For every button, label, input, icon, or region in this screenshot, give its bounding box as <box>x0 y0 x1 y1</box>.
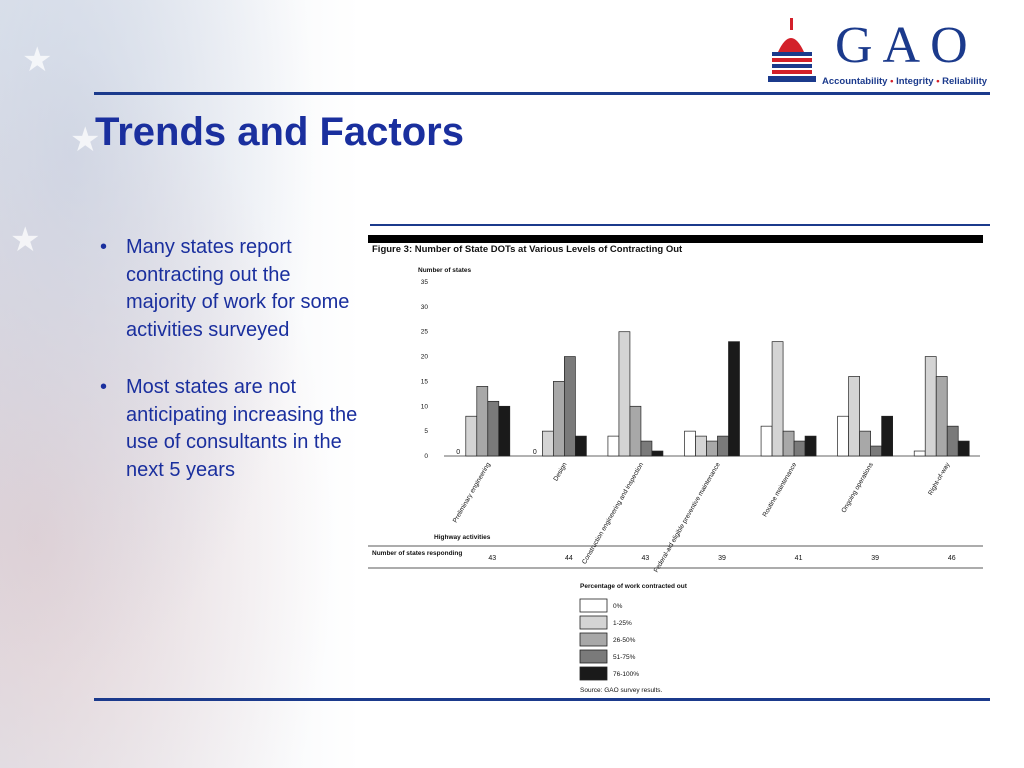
zero-label: 0 <box>533 449 537 456</box>
chart-bar <box>859 430 871 457</box>
bullet-item: • Most states are not anticipating incre… <box>100 374 370 484</box>
zero-label: 0 <box>456 449 460 456</box>
x-tick-label: Routine maintenance <box>762 461 799 518</box>
x-tick-label: Construction engineering and inspection <box>581 461 645 565</box>
chart-bar <box>542 430 554 457</box>
chart-bar <box>575 435 587 457</box>
content-top-rule <box>370 224 990 226</box>
y-tick-label: 10 <box>421 403 429 410</box>
gao-tagline: Accountability • Integrity • Reliability <box>822 76 988 87</box>
header-rule <box>94 92 990 95</box>
chart-bar <box>618 331 631 457</box>
y-tick-label: 25 <box>421 329 429 336</box>
slide-title: Trends and Factors <box>95 110 464 154</box>
chart-bar <box>607 435 620 457</box>
chart-bar <box>651 450 664 457</box>
legend-swatch <box>579 615 608 630</box>
chart-bar <box>804 435 817 457</box>
gao-logo <box>768 18 816 82</box>
chart-title-bar <box>368 235 983 243</box>
chart-bar <box>684 430 696 457</box>
chart-bar <box>706 440 718 457</box>
chart-bar <box>640 440 653 457</box>
star-icon: ★ <box>70 121 101 159</box>
chart-bar <box>717 435 729 457</box>
capitol-dome-icon <box>768 18 816 82</box>
chart-bar <box>935 376 948 457</box>
responding-count: 43 <box>642 555 650 562</box>
responding-count: 43 <box>488 555 496 562</box>
chart-bar <box>629 405 642 457</box>
responding-count: 41 <box>795 555 803 562</box>
bullet-list: • Many states report contracting out the… <box>100 234 370 514</box>
y-tick-label: 30 <box>421 304 429 311</box>
legend-swatch <box>579 649 608 664</box>
chart-svg: Figure 3: Number of State DOTs at Variou… <box>368 235 983 694</box>
gao-logo-text: GAO <box>835 17 978 74</box>
legend-label: 0% <box>613 603 623 610</box>
chart-bar <box>760 425 773 457</box>
chart-bar <box>837 415 849 457</box>
x-tick-label: Ongoing operations <box>840 461 875 514</box>
x-tick-label: Preliminary engineering <box>452 461 492 524</box>
chart-bar <box>848 376 860 457</box>
responding-count: 39 <box>718 555 726 562</box>
responding-count: 46 <box>948 555 956 562</box>
chart-bar <box>553 381 565 457</box>
bullet-text: Many states report contracting out the m… <box>126 236 350 341</box>
chart-bar <box>924 356 937 457</box>
legend-swatch <box>579 632 608 647</box>
chart-source: Source: GAO survey results. <box>580 687 663 694</box>
chart-bar <box>476 386 489 457</box>
chart-bar <box>913 450 926 457</box>
chart-bar <box>957 440 970 457</box>
star-icon: ★ <box>10 221 41 259</box>
bullet-text: Most states are not anticipating increas… <box>126 376 358 481</box>
legend-label: 76-100% <box>613 671 639 678</box>
responding-label: Number of states responding <box>372 550 462 557</box>
responding-count: 44 <box>565 555 573 562</box>
x-tick-label: Federal-aid eligible preventive maintena… <box>653 461 722 574</box>
y-tick-label: 20 <box>421 354 429 361</box>
flag-background <box>0 0 360 768</box>
bullet-item: • Many states report contracting out the… <box>100 234 370 344</box>
x-tick-label: Right-of-way <box>927 461 952 497</box>
chart-bar <box>771 341 784 457</box>
chart-bar <box>870 445 882 457</box>
chart-bar <box>881 415 893 457</box>
legend-title: Percentage of work contracted out <box>580 583 688 590</box>
chart-bar <box>465 415 478 457</box>
chart-bar <box>728 341 740 457</box>
x-tick-label: Design <box>552 461 568 482</box>
chart-bar <box>695 435 707 457</box>
chart-title: Figure 3: Number of State DOTs at Variou… <box>372 244 683 255</box>
chart-bar <box>498 405 511 457</box>
legend-label: 51-75% <box>613 654 636 661</box>
chart-bar <box>782 430 795 457</box>
y-tick-label: 15 <box>421 378 429 385</box>
chart-bar <box>793 440 806 457</box>
chart-bar <box>564 356 576 457</box>
legend-swatch <box>579 666 608 681</box>
star-icon: ★ <box>22 41 53 79</box>
legend-label: 1-25% <box>613 620 632 627</box>
x-axis-label: Highway activities <box>434 534 491 541</box>
y-tick-label: 0 <box>424 453 428 460</box>
legend-swatch <box>579 598 608 613</box>
y-tick-label: 5 <box>424 428 428 435</box>
chart-bar <box>946 425 959 457</box>
chart-bar <box>487 400 500 457</box>
footer-rule <box>94 698 990 701</box>
responding-count: 39 <box>871 555 879 562</box>
contracting-chart: Figure 3: Number of State DOTs at Variou… <box>368 230 988 700</box>
y-tick-label: 35 <box>421 279 429 286</box>
y-axis-label: Number of states <box>418 267 471 274</box>
legend-label: 26-50% <box>613 637 636 644</box>
